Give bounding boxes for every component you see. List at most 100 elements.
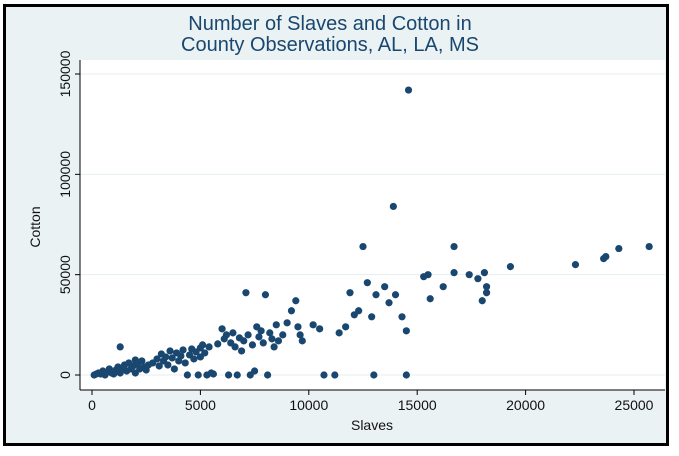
x-tick-label-0: 0 [88, 397, 96, 413]
data-point [201, 349, 209, 357]
axes: 0 5000 10000 15000 20000 25000 0 50000 100000 150… [57, 50, 665, 413]
data-point [240, 337, 248, 345]
data-point [218, 325, 226, 333]
data-point [391, 291, 400, 299]
data-point [266, 329, 274, 337]
data-point [279, 331, 287, 339]
data-point [268, 335, 276, 343]
data-point [480, 269, 489, 277]
data-point [222, 331, 231, 339]
data-point [138, 357, 146, 365]
data-point [272, 321, 280, 329]
data-point [363, 279, 371, 287]
y-tick-label-1: 50000 [57, 255, 73, 294]
data-point [368, 313, 376, 321]
data-point [231, 343, 239, 351]
data-point [257, 327, 265, 335]
chart-title: Number of Slaves and Cotton in County Ob… [0, 14, 660, 56]
x-tick-label-3: 15000 [398, 397, 437, 413]
data-point [426, 295, 434, 303]
data-point [153, 355, 161, 363]
data-point [270, 343, 278, 351]
x-tick-label-4: 20000 [506, 397, 545, 413]
data-point [229, 329, 237, 337]
data-point [242, 289, 250, 297]
data-point [237, 347, 246, 355]
data-point [298, 337, 306, 345]
data-point [506, 263, 515, 271]
data-points [90, 86, 653, 379]
data-point [404, 86, 413, 94]
data-point [168, 354, 176, 362]
y-axis-title: Cotton [27, 206, 43, 247]
x-axis-title: Slaves [351, 417, 393, 433]
data-point [398, 313, 406, 321]
data-point [190, 355, 198, 363]
data-point [389, 202, 397, 211]
data-point [261, 291, 270, 299]
y-tick-label-2: 100000 [57, 151, 73, 198]
data-point [402, 371, 410, 379]
data-point [335, 329, 343, 337]
data-point [194, 371, 202, 379]
data-point [251, 367, 259, 375]
data-point [465, 271, 473, 279]
data-point [385, 299, 393, 307]
data-point [571, 261, 580, 269]
data-point [205, 343, 213, 351]
data-point [645, 242, 653, 251]
data-point [402, 327, 410, 335]
data-point [248, 341, 257, 349]
x-tick-label-1: 5000 [185, 397, 216, 413]
data-point [255, 333, 263, 341]
data-point [181, 359, 189, 367]
data-point [346, 289, 354, 297]
y-tick-label-0: 0 [57, 371, 73, 379]
chart-title-line1: Number of Slaves and Cotton in [188, 13, 472, 35]
data-point [155, 362, 163, 370]
data-point [177, 352, 185, 360]
data-point [602, 253, 610, 261]
data-point [439, 283, 447, 291]
data-point [296, 331, 304, 339]
data-point [224, 371, 233, 379]
data-point [381, 283, 389, 291]
data-point [615, 244, 623, 253]
data-point [450, 242, 458, 251]
data-point [233, 371, 241, 379]
data-point [292, 297, 300, 305]
data-point [482, 283, 491, 291]
data-point [294, 323, 302, 331]
data-point [450, 269, 458, 277]
plot-area [80, 60, 665, 390]
data-point [162, 353, 170, 361]
data-point [320, 371, 328, 379]
data-point [482, 289, 491, 297]
chart-title-line2: County Observations, AL, LA, MS [181, 34, 479, 56]
data-point [283, 319, 291, 327]
data-point [179, 346, 187, 354]
data-point [116, 343, 124, 351]
data-point [259, 339, 267, 347]
gridlines [80, 73, 665, 376]
data-point [474, 275, 482, 283]
data-point [274, 337, 283, 345]
y-tick-label-3: 150000 [57, 50, 73, 97]
data-point [264, 371, 272, 379]
data-point [424, 271, 432, 279]
data-point [478, 297, 486, 305]
data-point [287, 307, 296, 315]
data-point [164, 361, 172, 369]
data-point [316, 325, 324, 333]
data-point [244, 331, 252, 339]
data-point [342, 323, 350, 331]
data-point [209, 370, 218, 378]
data-point [166, 347, 174, 355]
data-point [370, 371, 378, 379]
data-point [170, 365, 178, 373]
x-tick-label-2: 10000 [289, 397, 328, 413]
data-point [372, 291, 380, 299]
x-tick-label-5: 25000 [615, 397, 654, 413]
data-point [198, 341, 207, 349]
